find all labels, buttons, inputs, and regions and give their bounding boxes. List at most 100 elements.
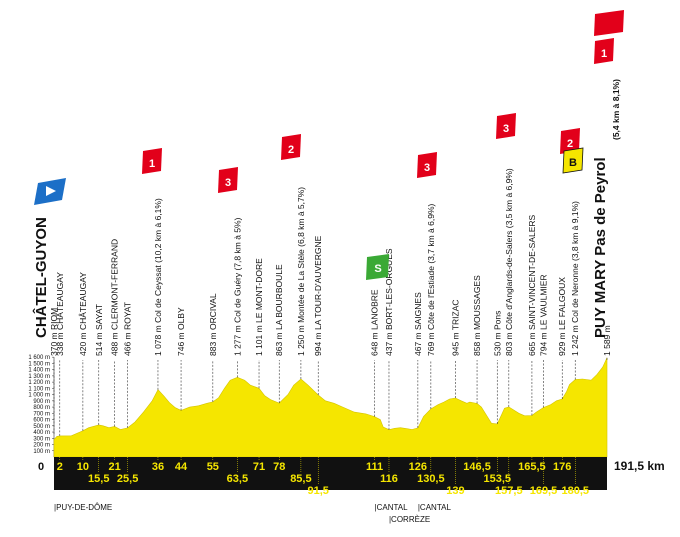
department-label: |PUY-DE-DÔME xyxy=(54,503,112,512)
finish-detail: (5,4 km à 8,1%) xyxy=(611,79,621,140)
climb-cat-2-marker: 2 xyxy=(560,128,580,154)
y-tick-label: 600 m xyxy=(33,418,50,424)
km-label: 157,5 xyxy=(495,485,523,497)
y-tick-label: 400 m xyxy=(33,430,50,436)
department-label: |CANTAL xyxy=(375,503,409,512)
y-tick-label: 1 600 m xyxy=(28,355,50,361)
svg-text:3: 3 xyxy=(225,177,231,189)
km-label: 2 xyxy=(57,461,63,473)
svg-text:S: S xyxy=(374,263,381,275)
y-tick-label: 1 500 m xyxy=(28,361,50,367)
climb-cat-1-marker: 1 xyxy=(142,148,162,174)
start-flag-icon xyxy=(34,178,66,205)
y-tick-label: 800 m xyxy=(33,405,50,411)
y-tick-label: 300 m xyxy=(33,436,50,442)
y-tick-label: 700 m xyxy=(33,411,50,417)
waypoint-label: 1 101 m LE MONT-DORE xyxy=(254,258,264,356)
waypoint-label: 467 m SAIGNES xyxy=(413,292,423,356)
km-label: 111 xyxy=(366,461,383,473)
waypoint-label: 437 m BORT-LES-ORGUES xyxy=(384,248,394,356)
finish-name: PUY MARY Pas de Peyrol xyxy=(592,157,609,338)
km-label: 10 xyxy=(77,461,89,473)
km-label: 36 xyxy=(152,461,164,473)
waypoint-label: 466 m ROYAT xyxy=(123,302,133,356)
km-label: 126 xyxy=(409,461,427,473)
km-label: 130,5 xyxy=(417,473,445,485)
waypoint-label: 1 078 m Col de Ceyssat (10,2 km à 6,1%) xyxy=(153,198,163,356)
waypoint-label: 665 m SAINT-VINCENT-DE-SALERS xyxy=(527,214,537,356)
km-label: 139 xyxy=(446,485,464,497)
svg-text:B: B xyxy=(569,157,577,169)
elevation-area xyxy=(53,357,608,458)
profile-layer xyxy=(53,357,608,458)
km-band-background xyxy=(54,457,607,490)
waypoint-label: 945 m TRIZAC xyxy=(450,299,460,356)
svg-text:1: 1 xyxy=(601,48,607,60)
waypoint-label: 746 m OLBY xyxy=(176,307,186,356)
km-label: 21 xyxy=(109,461,121,473)
x-start-label: 0 xyxy=(38,461,44,473)
km-label: 78 xyxy=(273,461,285,473)
svg-text:2: 2 xyxy=(567,138,573,150)
km-label: 63,5 xyxy=(227,473,248,485)
waypoint-label: 488 m CLERMONT-FERRAND xyxy=(110,239,120,356)
km-label: 180,5 xyxy=(561,485,589,497)
km-label: 146,5 xyxy=(463,461,491,473)
climb-cat-3-marker: 3 xyxy=(218,167,238,193)
y-tick-label: 900 m xyxy=(33,399,50,405)
waypoint-label: 530 m Pons xyxy=(492,311,502,356)
km-label: 169,5 xyxy=(530,485,558,497)
x-end-label: 191,5 km xyxy=(614,459,665,473)
y-tick-label: 1 100 m xyxy=(28,386,50,392)
y-tick-label: 100 m xyxy=(33,449,50,455)
climb-cat-2-marker: 2 xyxy=(281,134,301,160)
km-label: 176 xyxy=(553,461,571,473)
y-tick-label: 200 m xyxy=(33,443,50,449)
sprint-marker-icon: S xyxy=(366,254,389,280)
climb-markers: 1 3 2 3 3 2 1 B S xyxy=(34,10,624,280)
waypoint-label: 648 m LANOBRE xyxy=(370,289,380,356)
climb-cat-1-marker: 1 xyxy=(594,38,614,64)
start-name: CHÂTEL-GUYON xyxy=(32,217,50,338)
waypoint-label: 994 m LA TOUR-D'AUVERGNE xyxy=(313,235,323,356)
km-label: 85,5 xyxy=(290,473,311,485)
svg-text:1: 1 xyxy=(149,158,155,170)
waypoint-label: 370 m RIOM xyxy=(49,308,59,356)
svg-text:3: 3 xyxy=(424,162,430,174)
department-label: |CANTAL xyxy=(418,503,452,512)
waypoint-label: 803 m Côte d'Anglards-de-Salers (3,5 km … xyxy=(504,168,514,356)
y-tick-label: 1 000 m xyxy=(28,393,50,399)
y-tick-label: 1 400 m xyxy=(28,368,50,374)
km-label: 91,5 xyxy=(308,485,329,497)
km-label: 55 xyxy=(207,461,219,473)
finish-checkered-flag-icon xyxy=(594,10,624,36)
svg-text:2: 2 xyxy=(288,144,294,156)
y-tick-label: 1 200 m xyxy=(28,380,50,386)
waypoint-label: 1 589 m xyxy=(602,325,612,356)
climb-cat-3-marker: 3 xyxy=(417,152,437,178)
waypoint-label: 769 m Côte de l'Estiade (3,7 km à 6,9%) xyxy=(426,203,436,356)
waypoint-label: 863 m LA BOURBOULE xyxy=(274,264,284,356)
department-labels: |PUY-DE-DÔME |CANTAL |CORRÈZE |CANTAL xyxy=(54,503,451,524)
waypoint-label: 1 242 m Col de Neronne (3,8 km à 9,1%) xyxy=(570,201,580,356)
km-label: 116 xyxy=(380,473,398,485)
waypoint-label: 514 m SAYAT xyxy=(94,304,104,356)
y-tick-label: 500 m xyxy=(33,424,50,430)
waypoint-label: 420 m CHÂTEAUGAY xyxy=(78,272,88,356)
km-label: 71 xyxy=(253,461,265,473)
waypoint-label: 929 m LE FALGOUX xyxy=(557,277,567,356)
y-tick-label: 1 300 m xyxy=(28,374,50,380)
waypoint-label: 1 277 m Col de Guéry (7,8 km à 5%) xyxy=(232,217,242,356)
waypoint-label: 883 m ORCIVAL xyxy=(208,293,218,356)
waypoint-label: 1 250 m Montée de La Stèle (6,8 km à 5,7… xyxy=(296,187,306,356)
km-label: 25,5 xyxy=(117,473,138,485)
km-label: 15,5 xyxy=(88,473,109,485)
waypoint-label: 858 m MOUSSAGES xyxy=(472,275,482,356)
svg-text:3: 3 xyxy=(503,123,509,135)
km-label: 44 xyxy=(175,461,188,473)
km-label: 153,5 xyxy=(484,473,512,485)
km-label: 165,5 xyxy=(518,461,546,473)
